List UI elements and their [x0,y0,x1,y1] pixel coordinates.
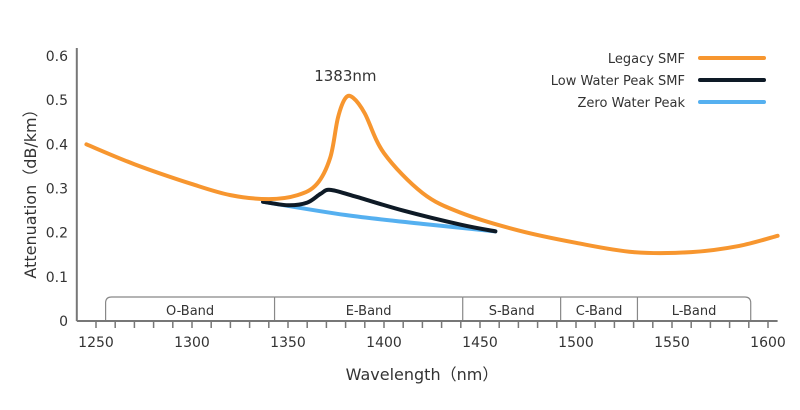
band-bracket [637,296,752,321]
peak-annotation: 1383nm [314,67,376,85]
y-axis-label: Attenuation（dB/km） [21,101,40,278]
band-label-l-band: L-Band [672,304,717,319]
x-tick-label: 1300 [174,335,210,351]
y-tick-label: 0.1 [46,270,68,286]
band-label-c-band: C-Band [576,304,623,319]
band-bracket [105,296,275,321]
legend-label: Zero Water Peak [578,96,686,111]
series-line-low-water-peak-smf [261,187,498,234]
bands: O-Band E-Band S-Band C-Band L-Band [105,296,752,321]
series-line-zero-water-peak [261,199,498,234]
x-tick-label: 1500 [558,335,594,351]
x-tick-label: 1600 [750,335,786,351]
y-tick-label: 0.5 [46,93,68,109]
y-tick-label: 0.2 [46,226,68,242]
band-label-s-band: S-Band [489,304,535,319]
y-tick-label: 0 [59,314,68,330]
x-tick-label: 1550 [654,335,690,351]
x-tick-label: 1400 [366,335,402,351]
y-tick-label: 0.4 [46,137,68,153]
legend-label: Legacy SMF [608,52,685,67]
x-tick-label: 1350 [270,335,306,351]
band-label-e-band: E-Band [346,304,392,319]
x-tick-label: 1450 [462,335,498,351]
x-axis-label: Wavelength（nm） [346,365,499,384]
band-label-o-band: O-Band [166,304,214,319]
x-tick-label: 1250 [78,335,114,351]
y-tick-label: 0.3 [46,182,68,198]
legend-label: Low Water Peak SMF [551,74,685,89]
series-line-legacy-smf [84,93,780,256]
legend: Legacy SMF Low Water Peak SMF Zero Water P… [551,52,766,111]
y-tick-label: 0.6 [46,49,68,65]
